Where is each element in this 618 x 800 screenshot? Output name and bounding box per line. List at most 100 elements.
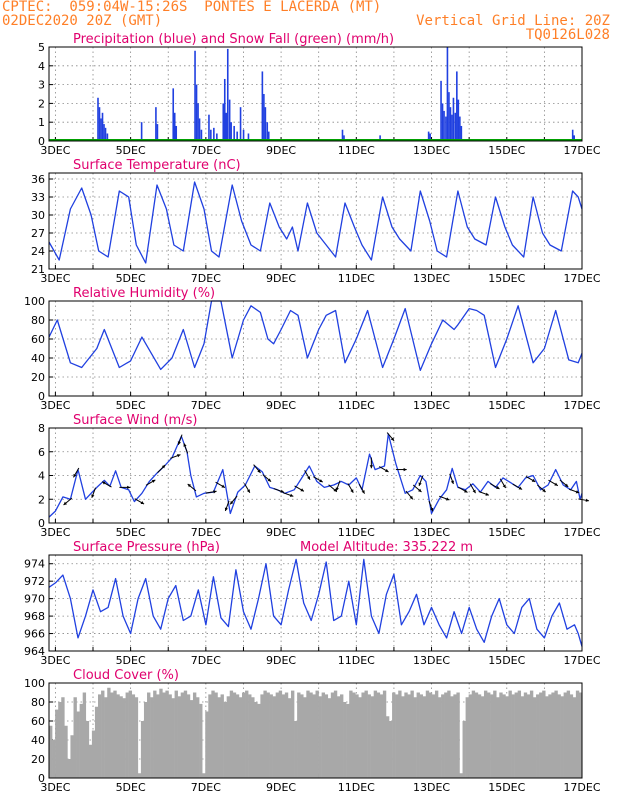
cloud-bar (168, 694, 172, 778)
ytick-label-rh: 80 (31, 314, 45, 327)
wind-arrow-head (485, 492, 489, 496)
ytick-label-precip: 0 (38, 135, 45, 148)
cloud-bar (536, 694, 540, 778)
panel-title-temp: Surface Temperature (nC) (73, 158, 241, 173)
cloud-bar (315, 690, 319, 778)
cloud-bar (545, 696, 549, 778)
xtick-label-cloud: 9DEC (266, 781, 296, 794)
cloud-bar (140, 721, 145, 778)
precip-bar (223, 78, 226, 141)
cloud-bar (349, 690, 353, 778)
cloud-bar (431, 694, 436, 778)
cloud-bar (113, 690, 117, 778)
ytick-label-precip: 2 (38, 97, 45, 110)
cloud-bar (217, 697, 221, 778)
xtick-label-cloud: 17DEC (563, 781, 600, 794)
header-station: CPTEC: 059:04W-15:26S PONTES E LACERDA (… (2, 0, 382, 15)
cloud-bar (401, 696, 405, 778)
precip-bar (156, 124, 159, 141)
cloud-bar (542, 690, 546, 778)
cloud-bar (532, 697, 537, 778)
cloud-bar (404, 692, 408, 778)
frame-wind (48, 427, 583, 524)
wind-arrow-head (289, 493, 294, 497)
precip-bar (230, 122, 232, 141)
cloud-bar (447, 690, 451, 778)
xtick-label-pres: 15DEC (488, 654, 525, 667)
cloud-bar (410, 690, 414, 778)
cloud-bar (575, 690, 580, 778)
cloud-bar (85, 721, 90, 778)
cloud-bar (324, 694, 329, 778)
xtick-label-temp: 9DEC (266, 272, 296, 285)
xtick-label-temp: 7DEC (191, 272, 221, 285)
cloud-bar (98, 694, 102, 778)
xtick-label-rh: 11DEC (338, 399, 375, 412)
precip-bar (97, 97, 99, 141)
xtick-label-wind: 9DEC (266, 526, 296, 539)
wind-arrow-head (472, 489, 476, 494)
header-model-code: TQ0126L028 (525, 27, 610, 43)
cloud-bar (321, 692, 325, 778)
precip-bar (379, 135, 381, 141)
cloud-bar (238, 697, 243, 778)
precip-bar (98, 107, 101, 141)
cloud-bar (186, 694, 191, 778)
wind-arrow-head (161, 464, 166, 469)
cloud-bar (477, 694, 482, 778)
cloud-bar (235, 694, 240, 778)
wind-arrow-head (63, 501, 67, 506)
cloud-bar (327, 698, 332, 778)
cloud-bar (150, 697, 154, 778)
cloud-bar (511, 694, 515, 778)
ytick-label-wind: 6 (38, 446, 45, 459)
precip-bar (427, 131, 430, 141)
precip-bar (454, 112, 457, 141)
cloud-bar (529, 690, 534, 778)
cloud-bar (566, 690, 571, 778)
cloud-bar (49, 725, 53, 778)
xtick-label-pres: 7DEC (191, 654, 221, 667)
cloud-bar (284, 692, 289, 778)
cloud-bar (290, 690, 295, 778)
precip-bar (101, 112, 104, 141)
cloud-bar (312, 694, 316, 778)
cloud-bar (505, 696, 509, 778)
ytick-label-pres: 970 (24, 593, 45, 606)
xtick-label-precip: 11DEC (338, 144, 375, 157)
cloud-bar (407, 694, 411, 778)
cloud-bar (526, 694, 531, 778)
cloud-bar (572, 697, 577, 778)
series-line-pres (48, 558, 583, 647)
cloud-bar (333, 690, 338, 778)
header-run-date: 02DEC2020 20Z (GMT) (2, 13, 163, 29)
model-altitude-label: Model Altitude: 335.222 m (300, 540, 473, 555)
xtick-label-precip: 17DEC (563, 144, 600, 157)
cloud-bar (67, 759, 71, 778)
cloud-bar (79, 703, 83, 778)
precip-bar (445, 116, 447, 141)
cloud-bar (413, 697, 417, 778)
cloud-bar (91, 730, 96, 778)
cloud-bar (517, 690, 522, 778)
cloud-bar (514, 692, 518, 778)
wind-arrow-head (418, 488, 422, 492)
cloud-bar (346, 703, 350, 778)
xtick-label-precip: 3DEC (40, 144, 70, 157)
cloud-bar (156, 694, 160, 778)
precip-bar (198, 118, 201, 141)
ytick-label-temp: 27 (31, 227, 45, 240)
wind-arrow-head (221, 484, 225, 488)
cloud-bar (70, 735, 74, 778)
xtick-label-wind: 13DEC (413, 526, 450, 539)
cloud-bar (226, 696, 231, 778)
xtick-label-precip: 5DEC (116, 144, 146, 157)
precip-bar (242, 129, 245, 141)
wind-arrow-head (390, 437, 395, 441)
wind-arrow-head (335, 487, 339, 491)
frame-pres (48, 554, 583, 652)
cloud-bar (441, 694, 445, 778)
cloud-bar (578, 692, 583, 778)
ytick-label-precip: 5 (38, 41, 45, 54)
cloud-bar (294, 721, 298, 778)
